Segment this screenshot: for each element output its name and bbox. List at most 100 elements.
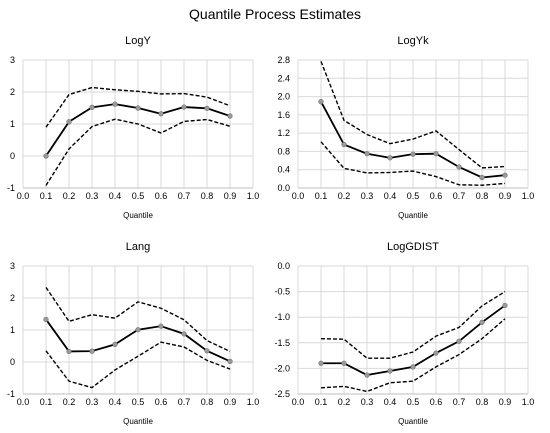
data-point-estimate <box>433 350 439 356</box>
data-point-estimate <box>502 302 508 309</box>
x-tick-label: 1.0 <box>522 191 535 201</box>
x-tick-label: 0.9 <box>499 191 512 201</box>
x-tick-label: 0.7 <box>453 397 466 407</box>
data-point-estimate <box>227 358 233 364</box>
panel-title: LogY <box>125 35 151 47</box>
x-tick-label: 0.7 <box>178 191 191 201</box>
x-axis-label: Quantile <box>123 417 153 426</box>
x-tick-label: 0.2 <box>63 397 76 407</box>
figure-title: Quantile Process Estimates <box>189 6 361 22</box>
data-point-estimate <box>112 341 118 348</box>
data-point-estimate <box>89 348 95 354</box>
x-tick-label: 0.6 <box>430 397 443 407</box>
x-axis-label: Quantile <box>398 211 428 220</box>
x-tick-label: 0.9 <box>224 397 237 407</box>
x-tick-label: 0.8 <box>201 191 214 201</box>
x-tick-label: 0.2 <box>338 191 351 201</box>
data-point-estimate <box>502 172 508 178</box>
x-tick-label: 0.4 <box>384 397 397 407</box>
data-point-estimate <box>318 360 324 366</box>
x-tick-label: 0.9 <box>224 191 237 201</box>
y-tick-label: 0 <box>10 151 15 161</box>
x-tick-label: 0.8 <box>201 397 214 407</box>
data-point-estimate <box>43 316 49 323</box>
y-tick-label: -1 <box>7 183 15 193</box>
x-tick-label: 0.6 <box>155 191 168 201</box>
data-point-estimate <box>112 101 118 107</box>
y-tick-label: 1 <box>10 325 15 335</box>
x-tick-label: 0.1 <box>40 191 53 201</box>
x-tick-label: 0.8 <box>476 397 489 407</box>
x-tick-label: 0.3 <box>86 397 99 407</box>
x-tick-label: 0.0 <box>17 397 30 407</box>
x-tick-label: 0.4 <box>109 397 122 407</box>
data-point-estimate <box>66 348 72 355</box>
y-tick-label: 1 <box>10 119 15 129</box>
x-tick-label: 0.1 <box>315 191 328 201</box>
y-tick-label: 3 <box>10 261 15 271</box>
x-tick-label: 0.9 <box>499 397 512 407</box>
data-point-estimate <box>181 331 187 337</box>
y-tick-label: 0 <box>10 357 15 367</box>
x-tick-label: 0.6 <box>155 397 168 407</box>
y-tick-label: -0.5 <box>274 287 290 297</box>
x-axis-label: Quantile <box>123 211 153 220</box>
x-tick-label: 1.0 <box>247 397 260 407</box>
data-point-estimate <box>479 174 485 181</box>
x-tick-label: 0.5 <box>132 397 145 407</box>
data-point-estimate <box>387 155 393 161</box>
x-tick-label: 1.0 <box>247 191 260 201</box>
data-point-estimate <box>158 111 164 117</box>
series-line-upper <box>320 291 506 359</box>
x-tick-label: 1.0 <box>522 397 535 407</box>
data-point-estimate <box>364 151 370 157</box>
y-tick-label: 1.6 <box>277 110 290 120</box>
data-point-estimate <box>135 105 141 111</box>
y-tick-label: 2 <box>10 293 15 303</box>
x-tick-label: 0.8 <box>476 191 489 201</box>
y-tick-label: -2.0 <box>274 363 290 373</box>
x-tick-label: 0.5 <box>132 191 145 201</box>
data-point-estimate <box>158 323 164 329</box>
y-tick-label: -1.5 <box>274 338 290 348</box>
data-point-estimate <box>135 327 141 333</box>
data-point-estimate <box>387 368 393 374</box>
data-point-estimate <box>89 104 95 110</box>
y-tick-label: -2.5 <box>274 389 290 399</box>
x-tick-label: 0.7 <box>178 397 191 407</box>
x-tick-label: 0.5 <box>407 191 420 201</box>
x-axis-label: Quantile <box>398 417 428 426</box>
y-tick-label: 0.0 <box>277 183 290 193</box>
x-tick-label: 0.1 <box>40 397 53 407</box>
x-tick-label: 0.0 <box>292 397 305 407</box>
series-line-upper <box>45 287 231 353</box>
data-point-estimate <box>456 338 462 344</box>
y-tick-label: -1.0 <box>274 312 290 322</box>
y-tick-label: 0.4 <box>277 165 290 175</box>
data-point-estimate <box>318 98 324 105</box>
x-tick-label: 0.1 <box>315 397 328 407</box>
y-tick-label: 0.0 <box>277 261 290 271</box>
x-tick-label: 0.3 <box>86 191 99 201</box>
series-line-upper <box>320 61 506 169</box>
series-line-lower <box>45 341 231 389</box>
y-tick-label: 2.8 <box>277 55 290 65</box>
y-tick-label: 2 <box>10 87 15 97</box>
data-point-estimate <box>364 372 370 378</box>
data-point-estimate <box>433 151 439 157</box>
y-tick-label: 1.2 <box>277 128 290 138</box>
x-tick-label: 0.3 <box>361 397 374 407</box>
panel-title: LogGDIST <box>387 241 439 253</box>
y-tick-label: -1 <box>7 389 15 399</box>
x-tick-label: 0.2 <box>338 397 351 407</box>
data-point-estimate <box>204 348 210 354</box>
y-tick-label: 2.4 <box>277 73 290 83</box>
x-tick-label: 0.3 <box>361 191 374 201</box>
x-tick-label: 0.7 <box>453 191 466 201</box>
x-tick-label: 0.5 <box>407 397 420 407</box>
x-tick-label: 0.0 <box>17 191 30 201</box>
series-line-lower <box>320 141 506 186</box>
series-line-upper <box>45 86 231 128</box>
panel-title: Lang <box>126 241 150 253</box>
